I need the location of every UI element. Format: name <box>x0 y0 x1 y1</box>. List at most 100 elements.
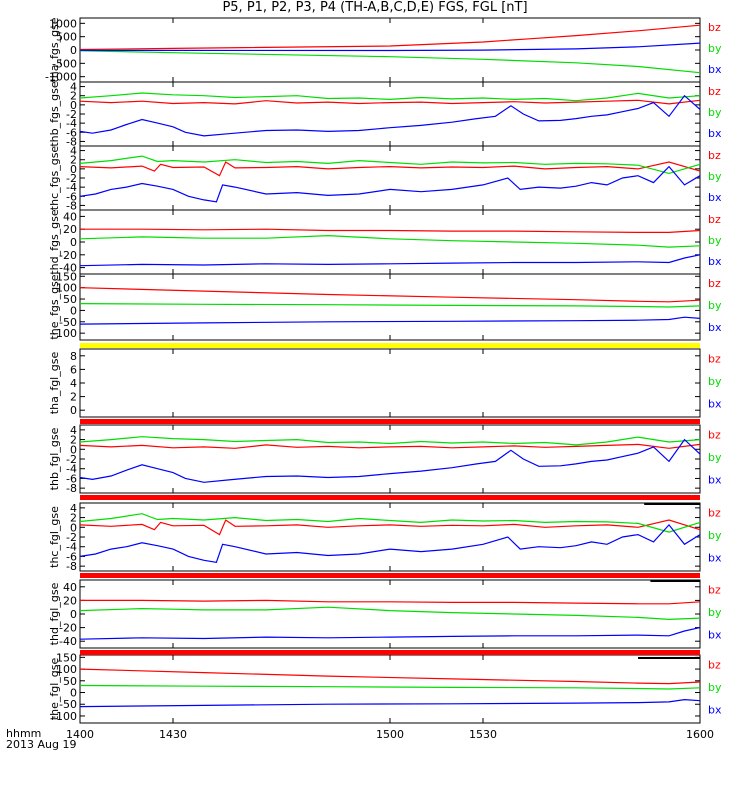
ytick-label: -6 <box>66 126 77 139</box>
ytick-label: -4 <box>66 541 77 554</box>
series-by-the_fgs_gse <box>79 303 701 308</box>
ytick-label: 1000 <box>49 17 77 30</box>
ytick-label: 0 <box>70 163 77 176</box>
panel-frame-the_fgs_gse <box>79 273 701 341</box>
ytick-label: -2 <box>66 108 77 121</box>
status-bar-black <box>644 503 700 505</box>
ytick-label: -8 <box>66 482 77 495</box>
ytick-label: -4 <box>66 181 77 194</box>
series-bz-thd_fgl_gse <box>80 599 701 605</box>
legend-by-thc_fgl_gse: by <box>708 529 722 542</box>
series-by-thb_fgl_gse <box>79 436 701 446</box>
ytick-label: 20 <box>63 594 77 607</box>
ytick-label: -40 <box>59 635 77 648</box>
series-bx-tha_fgs_gse <box>79 42 701 52</box>
legend-bx-the_fgl_gse: bx <box>708 703 722 716</box>
legend-bx-thd_fgl_gse: bx <box>708 628 722 641</box>
ytick-label: -8 <box>66 560 77 573</box>
status-bar-yellow <box>80 343 700 348</box>
ytick-label: 4 <box>70 377 77 390</box>
ytick-label: -2 <box>66 172 77 185</box>
xtick-label: 1500 <box>376 728 404 741</box>
ytick-label: -50 <box>59 698 77 711</box>
ytick-label: -100 <box>52 327 77 340</box>
panel-frame-thb_fgl_gse <box>79 424 701 494</box>
ytick-label: 4 <box>70 145 77 158</box>
ylabel-the_fgs_gse: the_fgs_gse <box>48 274 61 339</box>
legend-by-thb_fgl_gse: by <box>708 451 722 464</box>
series-bz-thc_fgl_gse <box>79 519 701 536</box>
ytick-label: -6 <box>66 472 77 485</box>
ytick-label: 20 <box>63 223 77 236</box>
ytick-label: 0 <box>70 521 77 534</box>
legend-by-thd_fgl_gse: by <box>708 606 722 619</box>
legend-bx-tha_fgs_gse: bx <box>708 63 722 76</box>
legend-bz-thb_fgs_gse: bz <box>708 85 721 98</box>
ytick-label: 6 <box>70 363 77 376</box>
series-bz-thb_fgl_gse <box>79 443 701 449</box>
ytick-label: 100 <box>56 282 77 295</box>
series-bx-the_fgs_gse <box>79 316 701 325</box>
ytick-label: 2 <box>70 154 77 167</box>
xtick-label: 1530 <box>469 728 497 741</box>
ytick-label: -2 <box>66 453 77 466</box>
status-bar-red <box>80 495 700 500</box>
series-bz-thb_fgs_gse <box>79 99 701 105</box>
ytick-label: 4 <box>70 424 77 437</box>
xtick-label: 1400 <box>66 728 94 741</box>
panel-frame-thc_fgl_gse <box>79 502 701 572</box>
series-bz-tha_fgs_gse <box>79 24 701 51</box>
ytick-label: -40 <box>59 262 77 275</box>
series-by-thd_fgs_gse <box>79 234 701 248</box>
series-bx-thd_fgl_gse <box>79 627 701 640</box>
status-bar-red <box>80 650 700 655</box>
ylabel-tha_fgl_gse: tha_fgl_gse <box>48 352 61 415</box>
ytick-label: 0 <box>70 687 77 700</box>
series-by-thc_fgs_gse <box>79 155 701 175</box>
legend-bz-thd_fgs_gse: bz <box>708 213 721 226</box>
ytick-label: -50 <box>59 316 77 329</box>
series-by-tha_fgs_gse <box>79 50 701 74</box>
status-bar-black <box>638 657 700 659</box>
series-bx-thb_fgs_gse <box>79 94 701 137</box>
series-by-thb_fgs_gse <box>79 92 701 102</box>
ytick-label: -8 <box>66 199 77 212</box>
ytick-label: -20 <box>59 249 77 262</box>
ytick-label: -4 <box>66 117 77 130</box>
series-bz-the_fgl_gse <box>79 668 701 685</box>
ytick-label: 0 <box>70 304 77 317</box>
ytick-label: -4 <box>66 463 77 476</box>
series-bx-thd_fgs_gse <box>79 254 701 267</box>
legend-bz-the_fgl_gse: bz <box>708 659 721 672</box>
ytick-label: 50 <box>63 293 77 306</box>
series-by-thc_fgl_gse <box>79 513 701 533</box>
legend-bx-thd_fgs_gse: bx <box>708 255 722 268</box>
legend-bx-thc_fgl_gse: bx <box>708 551 722 564</box>
ytick-label: 2 <box>70 391 77 404</box>
legend-by-tha_fgs_gse: by <box>708 42 722 55</box>
series-bx-thc_fgs_gse <box>79 165 701 203</box>
ytick-label: 50 <box>63 675 77 688</box>
panel-frame-thb_fgs_gse <box>79 81 701 147</box>
ytick-label: 0 <box>70 99 77 112</box>
ylabel-tha_fgs_gse: tha_fgs_gse <box>48 17 61 82</box>
ytick-label: -2 <box>66 531 77 544</box>
xtick-label: 1600 <box>686 728 714 741</box>
ytick-label: 4 <box>70 81 77 94</box>
ytick-label: 0 <box>70 404 77 417</box>
legend-bx-thc_fgs_gse: bx <box>708 191 722 204</box>
legend-bx-thb_fgs_gse: bx <box>708 127 722 140</box>
x-axis-date-label: 2013 Aug 19 <box>6 738 77 751</box>
xtick-label: 1430 <box>159 728 187 741</box>
status-bar-red <box>80 573 700 578</box>
chart-title: P5, P1, P2, P3, P4 (TH-A,B,C,D,E) FGS, F… <box>222 0 528 15</box>
series-bx-thb_fgl_gse <box>79 438 701 483</box>
legend-by-thc_fgs_gse: by <box>708 170 722 183</box>
ylabel-thc_fgl_gse: thc_fgl_gse <box>48 506 61 568</box>
legend-bz-thc_fgl_gse: bz <box>708 507 721 520</box>
ytick-label: -6 <box>66 190 77 203</box>
legend-by-the_fgs_gse: by <box>708 299 722 312</box>
ytick-label: 150 <box>56 270 77 283</box>
ytick-label: 2 <box>70 512 77 525</box>
